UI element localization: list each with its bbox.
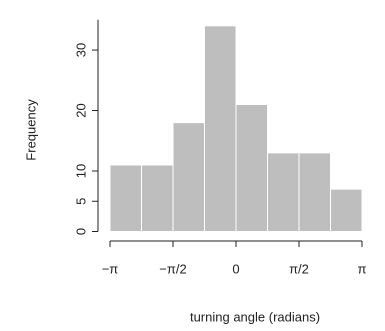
bar (172, 122, 206, 232)
bar (109, 164, 143, 232)
y-tick-label: 20 (73, 103, 88, 117)
bar (298, 152, 331, 233)
bar (329, 188, 363, 233)
y-tick-label: 5 (73, 198, 88, 205)
x-axis-title: turning angle (radians) (190, 309, 320, 324)
x-tick-label: π/2 (289, 261, 309, 276)
x-tick-label: −π (102, 261, 119, 276)
bar (235, 103, 268, 232)
bar (204, 25, 237, 232)
bar (141, 164, 174, 232)
x-tick-label: π (358, 261, 367, 276)
x-tick-label: 0 (232, 261, 239, 276)
bar (267, 152, 300, 233)
x-tick-label: −π/2 (159, 261, 186, 276)
y-tick-label: 30 (73, 43, 88, 57)
y-tick-label: 10 (73, 164, 88, 178)
y-axis-title: Frequency (23, 99, 38, 161)
y-tick-label: 0 (73, 228, 88, 235)
